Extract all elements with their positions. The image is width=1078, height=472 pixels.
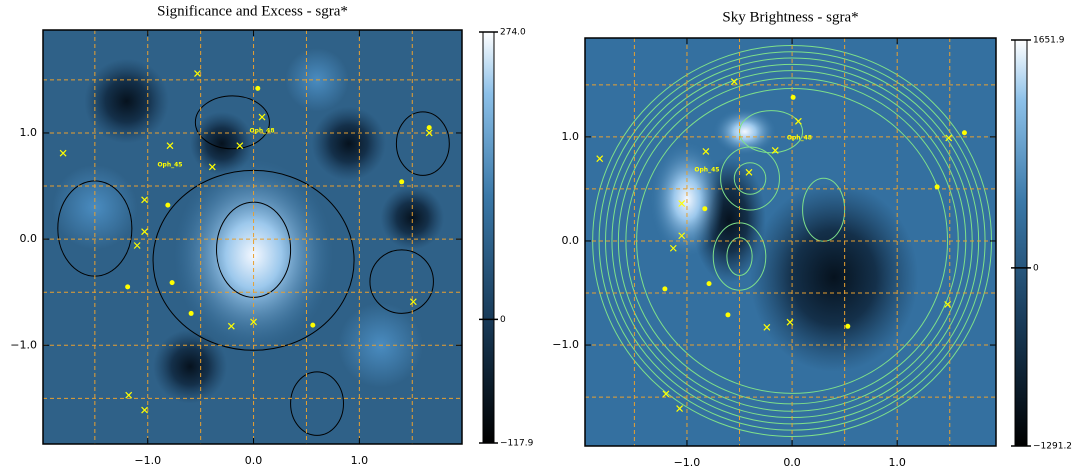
colorbar [1015,40,1027,446]
colorbar-tick-label: 0 [1033,263,1039,273]
y-tick-label: 1.0 [562,130,580,143]
colorbar-tick-label: 274.0 [500,28,526,38]
x-tick-label: 0.0 [245,454,263,467]
source-dot [662,286,667,291]
x-tick-label: −1.0 [674,456,701,469]
y-tick-label: 0.0 [562,234,580,247]
x-tick-label: 1.0 [351,454,369,467]
source-dot [310,323,315,328]
source-label: Oph_48 [250,127,275,134]
colorbar [483,32,494,443]
source-dot [427,125,432,130]
y-tick-label: −1.0 [552,338,579,351]
map-dark [750,183,918,372]
source-label: Oph_48 [787,134,812,141]
x-tick-label: 1.0 [888,456,906,469]
y-tick-label: 0.0 [20,232,38,245]
y-tick-label: −1.0 [10,338,37,351]
chart-title: Sky Brightness - sgra* [722,9,858,25]
source-dot [189,311,194,316]
source-dot [791,95,796,100]
y-tick-label: 1.0 [20,126,38,139]
source-dot [702,206,707,211]
x-tick-label: 0.0 [783,456,801,469]
source-label: Oph_45 [694,167,719,174]
chart-title: Significance and Excess - sgra* [157,3,348,19]
map-patch [312,107,386,181]
source-label: Oph_45 [157,161,182,168]
source-dot [165,203,170,208]
x-tick-label: −1.0 [134,454,161,467]
source-dot [962,130,967,135]
source-dot [935,184,940,189]
source-dot [707,281,712,286]
source-dot [125,284,130,289]
source-dot [170,280,175,285]
source-dot [845,324,850,329]
figure: Oph_48 Oph_45 −1.0 0.0 1.0 −1.0 0.0 1.0 Signific… [0,0,1078,472]
colorbar-tick-label: −1291.2 [1033,442,1072,452]
colorbar-tick-label: 0 [500,315,506,325]
map-patch [84,59,169,144]
source-dot [255,86,260,91]
source-dot [725,312,730,317]
colorbar-tick-label: −117.9 [500,439,534,449]
map-patch [153,329,227,403]
source-dot [399,179,404,184]
colorbar-tick-label: 1651.9 [1033,36,1065,46]
